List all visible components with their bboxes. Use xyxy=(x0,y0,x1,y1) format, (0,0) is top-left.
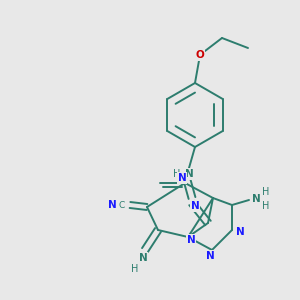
Text: N: N xyxy=(108,200,116,210)
Text: N: N xyxy=(178,173,186,183)
Text: H: H xyxy=(262,201,270,211)
Text: N: N xyxy=(206,251,214,261)
Text: C: C xyxy=(119,200,125,209)
Text: N: N xyxy=(236,227,244,237)
Text: O: O xyxy=(196,50,204,60)
Text: N: N xyxy=(252,194,260,204)
Text: H: H xyxy=(131,264,139,274)
Text: H: H xyxy=(262,187,270,197)
Text: H: H xyxy=(173,169,181,179)
Text: N: N xyxy=(184,169,194,179)
Text: N: N xyxy=(187,235,195,245)
Text: N: N xyxy=(139,253,147,263)
Text: N: N xyxy=(190,201,200,211)
